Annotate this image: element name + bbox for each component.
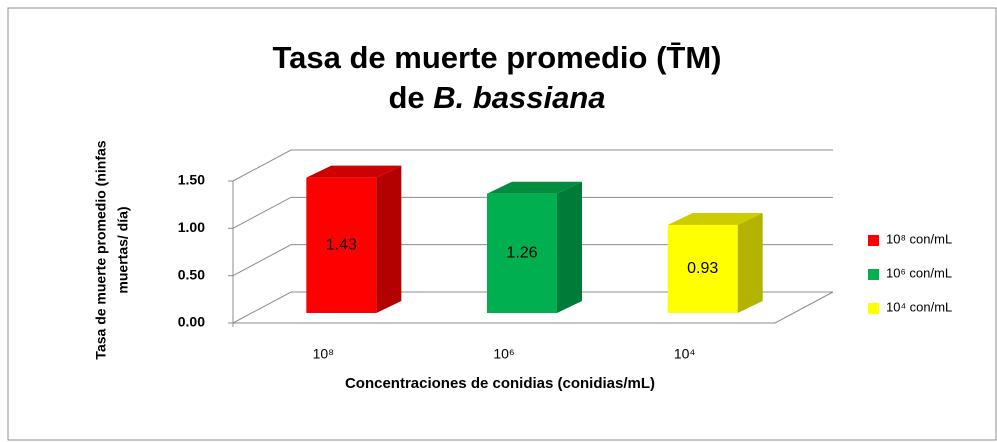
bar-front	[306, 177, 377, 313]
y-axis-label-line: muertas/ día)	[115, 206, 131, 293]
y-tick-label: 1.50	[178, 172, 205, 188]
legend-swatch	[868, 269, 879, 280]
bar	[667, 212, 763, 313]
bar-front	[487, 193, 557, 313]
legend-label: 10⁸ con/mL	[886, 231, 952, 246]
chart-title: de B. bassiana	[388, 80, 605, 115]
y-tick-label: 0.50	[178, 266, 205, 282]
x-tick-label: 10⁶	[493, 346, 514, 362]
bar	[487, 181, 582, 313]
legend-label: 10⁴ con/mL	[886, 299, 952, 314]
grid-line	[232, 244, 833, 277]
bar-top	[306, 165, 402, 178]
y-tick-label: 0.00	[178, 314, 205, 330]
bar-front	[667, 224, 738, 313]
bar-side	[376, 165, 402, 313]
y-axis-label: Tasa de muerte promedio (ninfas muertas/…	[93, 140, 131, 359]
value-label: 1.43	[326, 237, 357, 254]
x-tick-label: 10⁴	[674, 346, 696, 362]
legend-label: 10⁶ con/mL	[886, 265, 952, 280]
bar-side	[557, 181, 582, 313]
bar	[306, 165, 402, 313]
bar-top	[487, 181, 582, 194]
value-label: 1.26	[506, 245, 537, 262]
chart-title: Tasa de muerte promedio (T̄M)	[273, 40, 722, 75]
chart-title-part: B. bassiana	[433, 80, 605, 115]
legend-swatch	[868, 303, 879, 314]
bar-top	[667, 212, 763, 225]
x-tick-label: 10⁸	[313, 346, 335, 362]
value-label: 0.93	[687, 260, 718, 277]
y-axis-label-line: Tasa de muerte promedio (ninfas	[93, 140, 109, 359]
legend-swatch	[868, 235, 879, 246]
x-axis-label: Concentraciones de conidias (conidias/mL…	[345, 375, 655, 392]
grid-line	[232, 196, 833, 229]
y-tick-label: 1.00	[178, 219, 205, 235]
grid-line	[232, 149, 833, 182]
chart-title-part: de	[388, 80, 424, 115]
grid-line	[232, 291, 833, 324]
bar-side	[737, 212, 763, 313]
